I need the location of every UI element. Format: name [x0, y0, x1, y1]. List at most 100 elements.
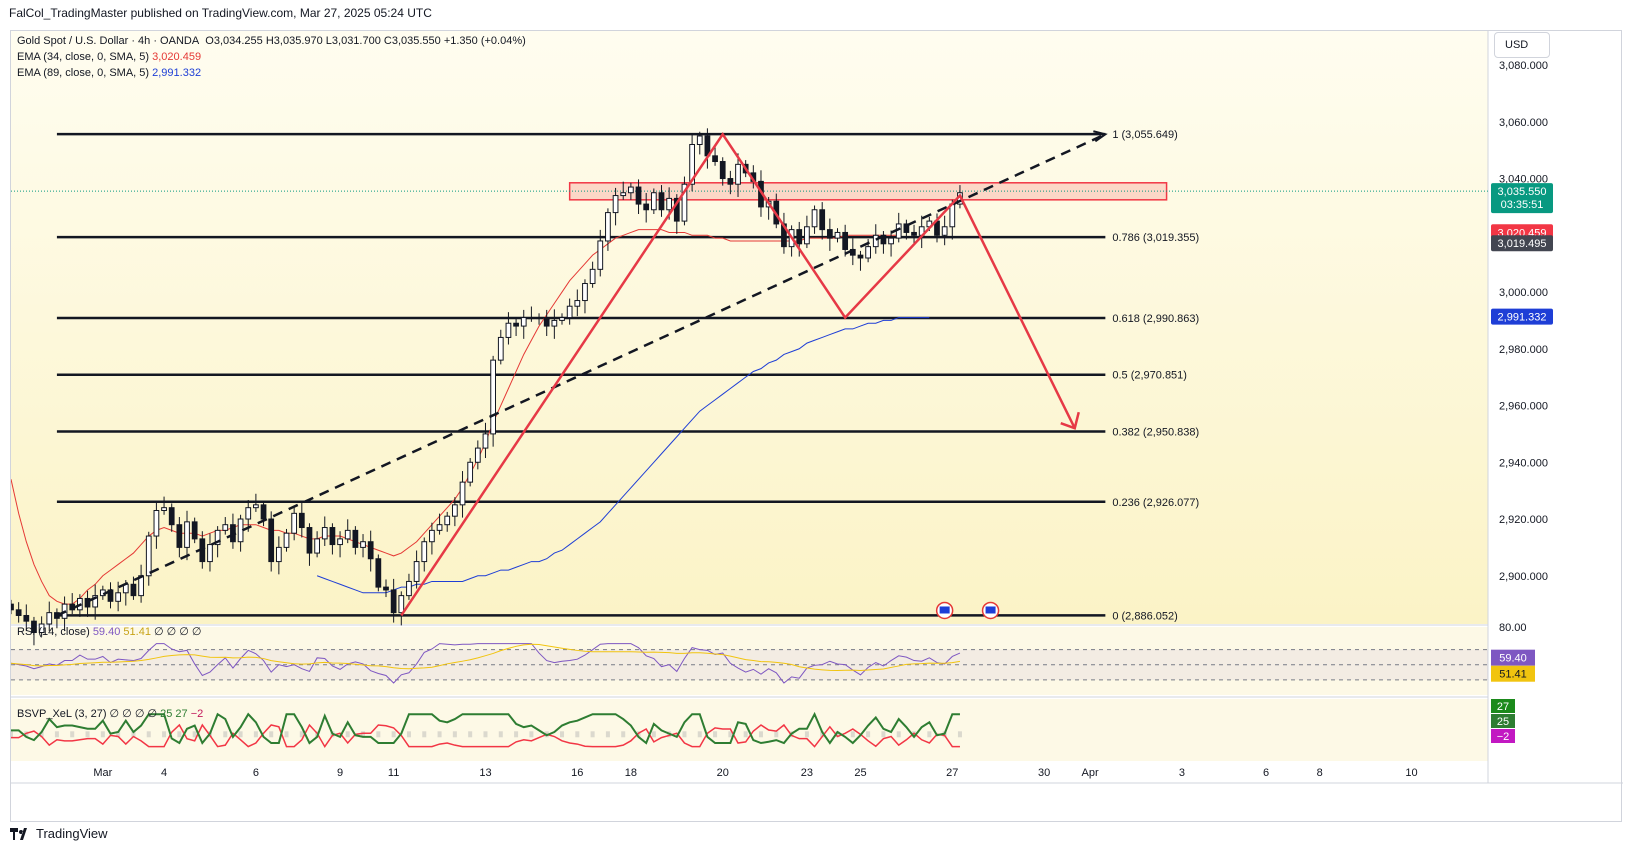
candle-bull	[566, 305, 573, 319]
candle-bull	[505, 322, 512, 338]
candle-bull	[145, 535, 152, 577]
candle-bear	[168, 507, 175, 526]
bsvp-empty-values: ∅ ∅ ∅ ∅	[109, 708, 158, 720]
candle-bull	[582, 283, 588, 302]
candle-bear	[712, 155, 718, 163]
bsvp-volume-bar	[70, 731, 75, 738]
x-tick-label: 13	[479, 767, 491, 779]
fib-level-label: 0.382 (2,950.838)	[1112, 427, 1199, 439]
bsvp-tag: 25	[1497, 716, 1509, 728]
bsvp-volume-bar	[850, 731, 855, 738]
symbol-label[interactable]: Gold Spot / U.S. Dollar · 4h · OANDA	[17, 35, 200, 47]
bsvp-volume-bar	[361, 731, 366, 738]
candle-bear	[911, 231, 917, 236]
candle-bear	[367, 541, 374, 560]
candle-bear	[903, 223, 910, 233]
candle-bull	[597, 240, 604, 270]
candle-bull	[834, 231, 841, 239]
bsvp-volume-bar	[621, 731, 626, 738]
trendline-arrowhead	[1093, 130, 1108, 143]
candle-bear	[375, 558, 382, 588]
bsvp-volume-bar	[651, 731, 656, 738]
bsvp-volume-bar	[682, 731, 687, 738]
fib-level-label: 0.5 (2,970.851)	[1112, 370, 1187, 382]
candle-bear	[306, 527, 313, 554]
y-tick-label: 2,960.000	[1499, 401, 1548, 413]
y-tick-label: 2,940.000	[1499, 457, 1548, 469]
bsvp-volume-bar	[590, 731, 595, 738]
rsi-ma-tag-bg	[1491, 665, 1535, 682]
bsvp-volume-bar	[758, 731, 763, 738]
candle-bull	[46, 612, 53, 625]
y-tick-label: 2,900.000	[1499, 571, 1548, 583]
candle-bear	[352, 529, 359, 548]
candle-bull	[605, 212, 611, 242]
candle-bull	[413, 561, 420, 582]
candle-bull	[459, 481, 466, 506]
fib-level-label: 0 (2,886.052)	[1112, 610, 1177, 622]
x-tick-label: 8	[1317, 767, 1323, 779]
candle-bear	[191, 521, 198, 540]
x-tick-label: 27	[946, 767, 958, 779]
candle-bull	[406, 580, 412, 597]
candle-bull	[474, 447, 481, 463]
x-tick-label: 10	[1405, 767, 1417, 779]
candle-bear	[176, 524, 183, 548]
ohlc-readout: O3,034.255 H3,035.970 L3,031.700 C3,035.…	[205, 35, 526, 47]
bsvp-volume-bar	[957, 731, 962, 738]
bsvp-volume-bar	[177, 731, 182, 738]
bsvp-volume-bar	[529, 731, 534, 738]
candle-bull	[520, 317, 527, 327]
chart-canvas[interactable]: 2,900.000 2,920.000 2,940.000 2,960.000 2,98…	[11, 31, 1623, 823]
candle-bear	[23, 614, 30, 622]
bsvp-volume-bar	[468, 731, 473, 738]
bsvp-volume-bar	[728, 731, 733, 738]
bsvp-label[interactable]: BSVP_XeL (3, 27)	[17, 708, 107, 720]
rsi-legend: RSI (14, close) 59.40 51.41 ∅ ∅ ∅ ∅	[17, 624, 202, 640]
candle-bull	[360, 541, 366, 548]
bsvp-volume-bar	[116, 731, 121, 738]
candle-bull	[222, 524, 229, 531]
ema89-label[interactable]: EMA (89, close, 0, SMA, 5)	[17, 67, 150, 79]
bsvp-volume-bar	[238, 731, 243, 738]
bsvp-volume-bar	[560, 731, 565, 738]
event-flag-icon	[935, 601, 954, 620]
candle-bear	[842, 231, 849, 250]
x-tick-label: 16	[571, 767, 583, 779]
candle-bull	[628, 186, 634, 194]
candle-bull	[949, 203, 956, 228]
currency-button[interactable]: USD	[1494, 32, 1550, 58]
footer-brand[interactable]: TradingView	[10, 826, 108, 841]
candle-bull	[490, 359, 497, 435]
x-tick-label: 20	[717, 767, 729, 779]
y-tick-label: 3,040.000	[1499, 174, 1548, 186]
ema89-line	[316, 317, 930, 594]
candle-bull	[482, 433, 489, 449]
bsvp-volume-bar	[24, 731, 29, 738]
rsi-ma-tag: 51.41	[1499, 669, 1527, 681]
bsvp-volume-bar	[11, 731, 13, 738]
rsi-ma-value: 51.41	[123, 626, 151, 638]
candle-bull	[612, 195, 619, 214]
candle-bull	[337, 538, 343, 546]
bsvp-volume-bar	[269, 731, 274, 738]
ema34-label[interactable]: EMA (34, close, 0, SMA, 5)	[17, 51, 150, 63]
ema34-value: 3,020.459	[152, 51, 202, 63]
bsvp-volume-bar	[376, 731, 381, 738]
bsvp-volume-bar	[284, 731, 289, 738]
candle-bear	[15, 609, 22, 616]
y-tick-label: 2,980.000	[1499, 344, 1548, 356]
bsvp-volume-bar	[223, 731, 228, 738]
candle-bear	[513, 322, 519, 327]
candle-bull	[429, 529, 435, 543]
rsi-value: 59.40	[92, 626, 121, 638]
candle-bull	[245, 507, 252, 520]
candle-bear	[298, 512, 305, 529]
candle-bull	[184, 521, 190, 548]
rsi-label[interactable]: RSI (14, close)	[17, 626, 90, 638]
y-tick-label: 2,920.000	[1499, 514, 1548, 526]
tradingview-logo-icon	[10, 827, 27, 840]
candle-bull	[467, 461, 474, 483]
chart-frame[interactable]: 2,900.000 2,920.000 2,940.000 2,960.000 2,98…	[10, 30, 1623, 823]
rsi-tag-bg	[1491, 649, 1535, 666]
